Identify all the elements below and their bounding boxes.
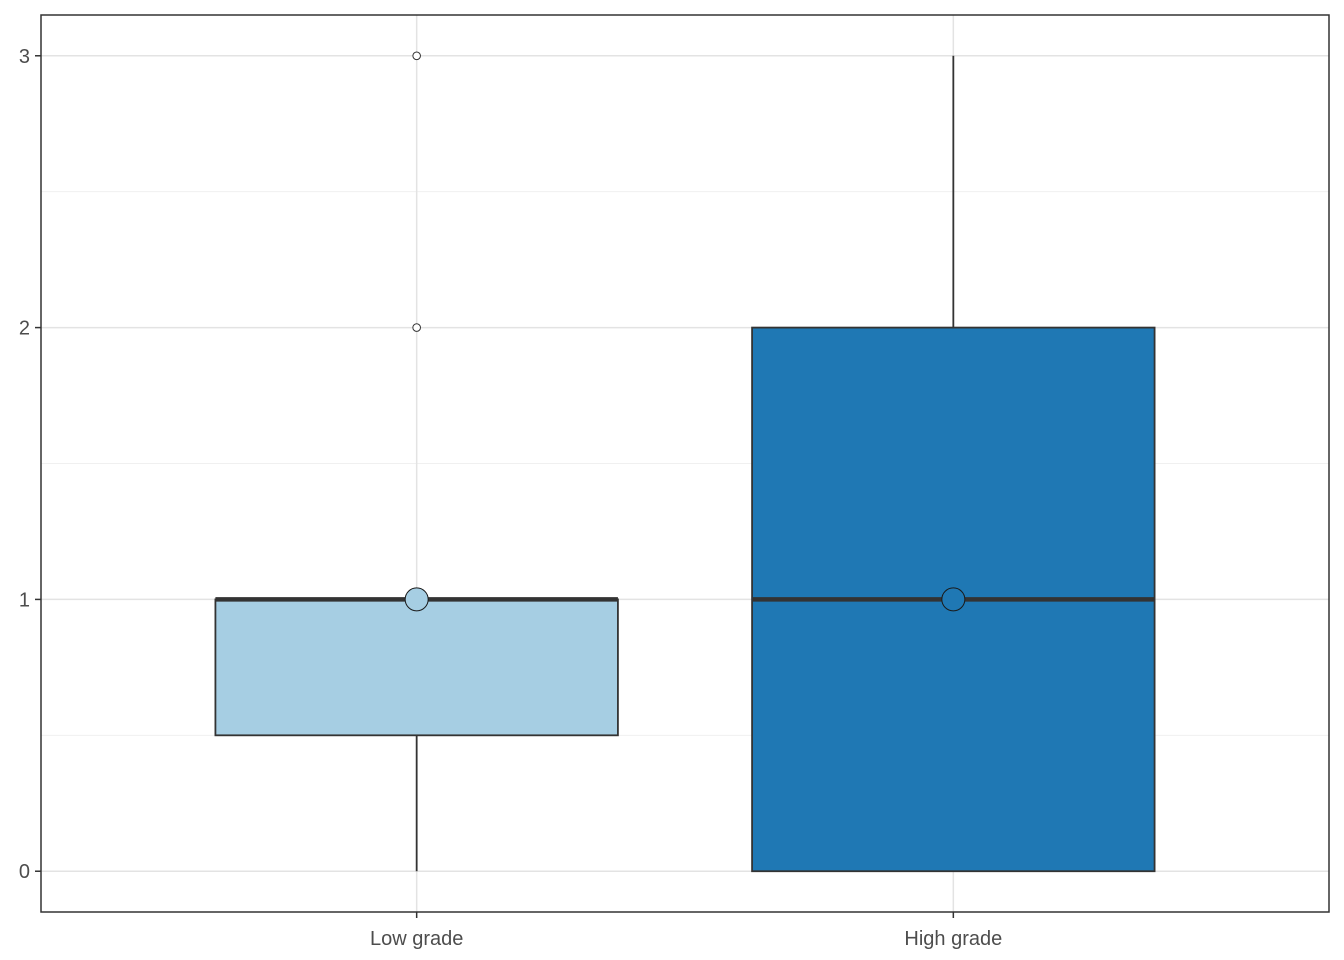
x-tick-label: High grade bbox=[904, 928, 1002, 950]
y-tick-label: 3 bbox=[19, 46, 30, 68]
y-tick-label: 0 bbox=[19, 861, 30, 883]
box-layer bbox=[214, 51, 1156, 873]
axis-layer: 0 1 2 3 Low grade High grade bbox=[19, 46, 1002, 950]
plot-border bbox=[40, 14, 1330, 913]
outlier-point bbox=[412, 323, 421, 332]
mean-point bbox=[404, 587, 429, 612]
x-tick-label: Low grade bbox=[370, 928, 463, 950]
outlier-point bbox=[412, 51, 421, 61]
y-tick-label: 1 bbox=[19, 589, 30, 611]
mean-point bbox=[941, 587, 966, 612]
box-body bbox=[214, 598, 619, 737]
y-tick-label: 2 bbox=[19, 318, 30, 340]
box-low-grade bbox=[214, 51, 619, 872]
box-high-grade bbox=[751, 55, 1156, 873]
